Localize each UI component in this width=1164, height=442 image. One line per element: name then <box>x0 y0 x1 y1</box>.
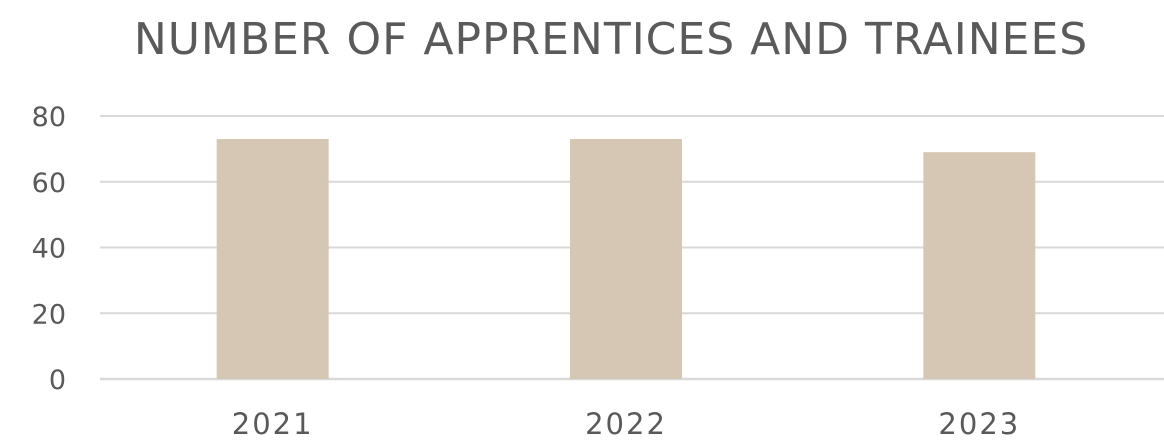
y-tick-label-40: 40 <box>32 234 66 265</box>
x-category-label-2023: 2023 <box>938 407 1020 441</box>
y-axis-ticks: 0 20 40 60 80 <box>32 102 66 396</box>
bar-2021 <box>216 139 329 379</box>
bars <box>216 139 1036 379</box>
y-tick-label-80: 80 <box>32 102 66 133</box>
chart-title: NUMBER OF APPRENTICES AND TRAINEES <box>133 14 1089 65</box>
bar-2023 <box>923 152 1036 379</box>
y-tick-label-60: 60 <box>32 168 66 199</box>
x-axis-categories: 2021 2022 2023 <box>232 407 1020 441</box>
y-tick-label-20: 20 <box>32 299 66 330</box>
y-tick-label-0: 0 <box>49 365 66 396</box>
bar-2022 <box>570 139 682 379</box>
x-category-label-2022: 2022 <box>585 407 667 441</box>
x-category-label-2021: 2021 <box>232 407 314 441</box>
